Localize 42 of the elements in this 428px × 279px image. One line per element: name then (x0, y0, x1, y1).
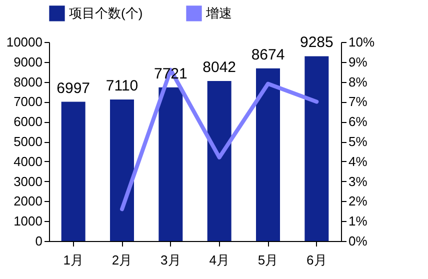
y-tick-label: 10000 (6, 34, 42, 50)
y-tick-label: 1000 (14, 214, 42, 229)
y-tick-label: 8000 (14, 74, 42, 90)
bar (207, 80, 232, 241)
y-tick-label: 3000 (14, 174, 42, 189)
y2-tick-label: 7% (348, 94, 368, 110)
y2-tick-label: 3% (348, 174, 368, 189)
y-tick-label: 4000 (14, 154, 42, 169)
y2-tick-label: 4% (348, 154, 368, 169)
bar (256, 68, 280, 241)
y-tick-label: 5000 (14, 134, 42, 149)
x-tick-label: 4月 (209, 252, 230, 268)
data-label: 6997 (56, 80, 90, 97)
legend-label: 项目个数(个) (69, 5, 143, 20)
x-tick-label: 3月 (160, 252, 181, 268)
y2-tick-label: 9% (348, 54, 368, 70)
y-tick-label: 0 (35, 234, 42, 248)
x-tick-label: 6月 (306, 252, 327, 268)
data-label: 8042 (202, 58, 236, 76)
x-tick-label: 2月 (112, 252, 132, 268)
y2-tick-label: 2% (348, 194, 368, 209)
data-label: 7721 (154, 65, 188, 82)
legend-label: 增速 (205, 5, 232, 20)
bar (304, 56, 329, 241)
data-label: 7110 (106, 78, 138, 95)
x-tick-label: 1月 (63, 252, 84, 268)
y-tick-label: 2000 (14, 194, 42, 209)
y2-tick-label: 0% (348, 234, 368, 248)
y-tick-label: 9000 (14, 54, 42, 70)
data-label: 9285 (300, 34, 334, 52)
y2-tick-label: 5% (348, 134, 368, 149)
y2-tick-label: 6% (348, 114, 368, 130)
bar (61, 102, 86, 241)
data-label: 8674 (251, 46, 285, 64)
bar (110, 100, 134, 241)
y2-tick-label: 10% (348, 34, 375, 50)
y2-tick-label: 8% (348, 74, 368, 90)
bar (158, 87, 183, 241)
x-tick-label: 5月 (258, 252, 278, 268)
y-tick-label: 7000 (14, 94, 42, 110)
y2-tick-label: 1% (348, 214, 368, 229)
y-tick-label: 6000 (14, 114, 42, 130)
